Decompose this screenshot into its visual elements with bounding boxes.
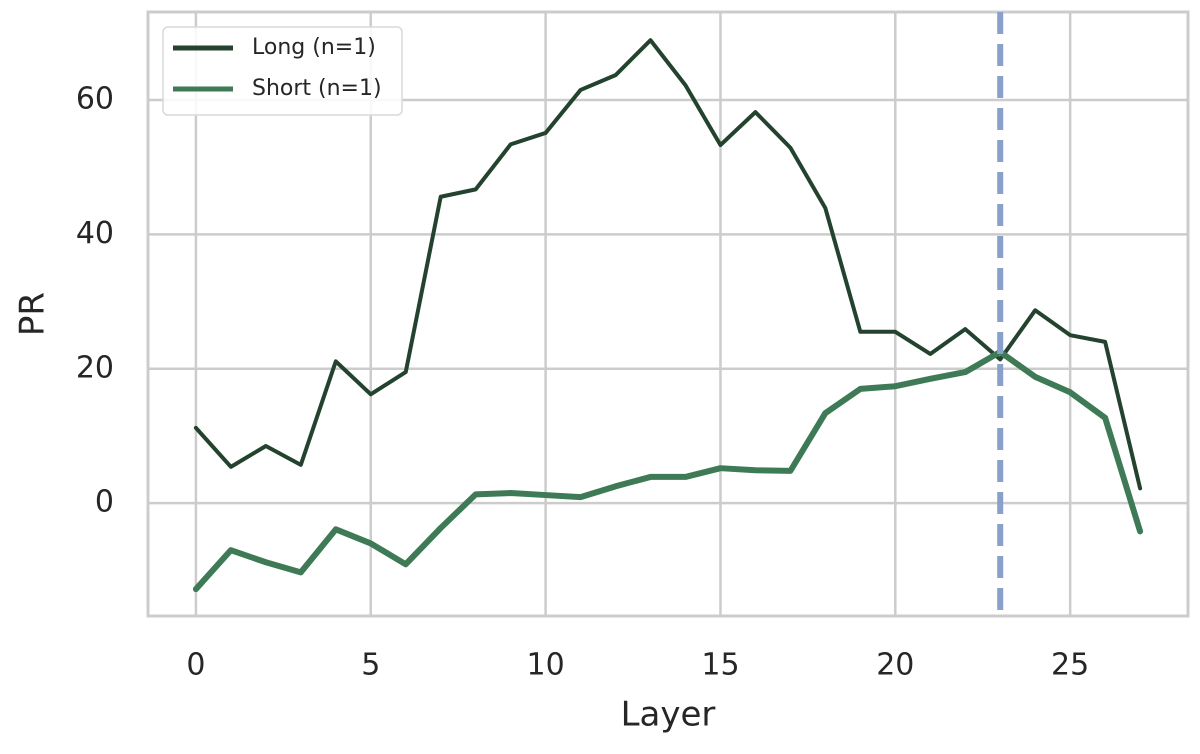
x-tick-label: 20 [876, 648, 914, 683]
x-tick-label: 10 [527, 648, 565, 683]
x-tick-label: 5 [361, 648, 380, 683]
plot-border [146, 10, 1190, 618]
x-tick-label: 15 [701, 648, 739, 683]
y-tick-label: 20 [76, 350, 114, 385]
y-tick-label: 0 [95, 485, 114, 520]
x-axis-label: Layer [621, 695, 716, 735]
legend-label: Short (n=1) [252, 76, 382, 101]
y-tick-label: 60 [76, 82, 114, 117]
y-axis-label: PR [13, 292, 53, 336]
x-tick-label: 25 [1051, 648, 1089, 683]
x-tick-label: 0 [186, 648, 205, 683]
series-line [192, 348, 1144, 593]
series-line [193, 38, 1143, 491]
legend: Long (n=1) Short (n=1) [162, 26, 403, 116]
legend-label: Long (n=1) [252, 35, 376, 60]
y-tick-label: 40 [76, 216, 114, 251]
